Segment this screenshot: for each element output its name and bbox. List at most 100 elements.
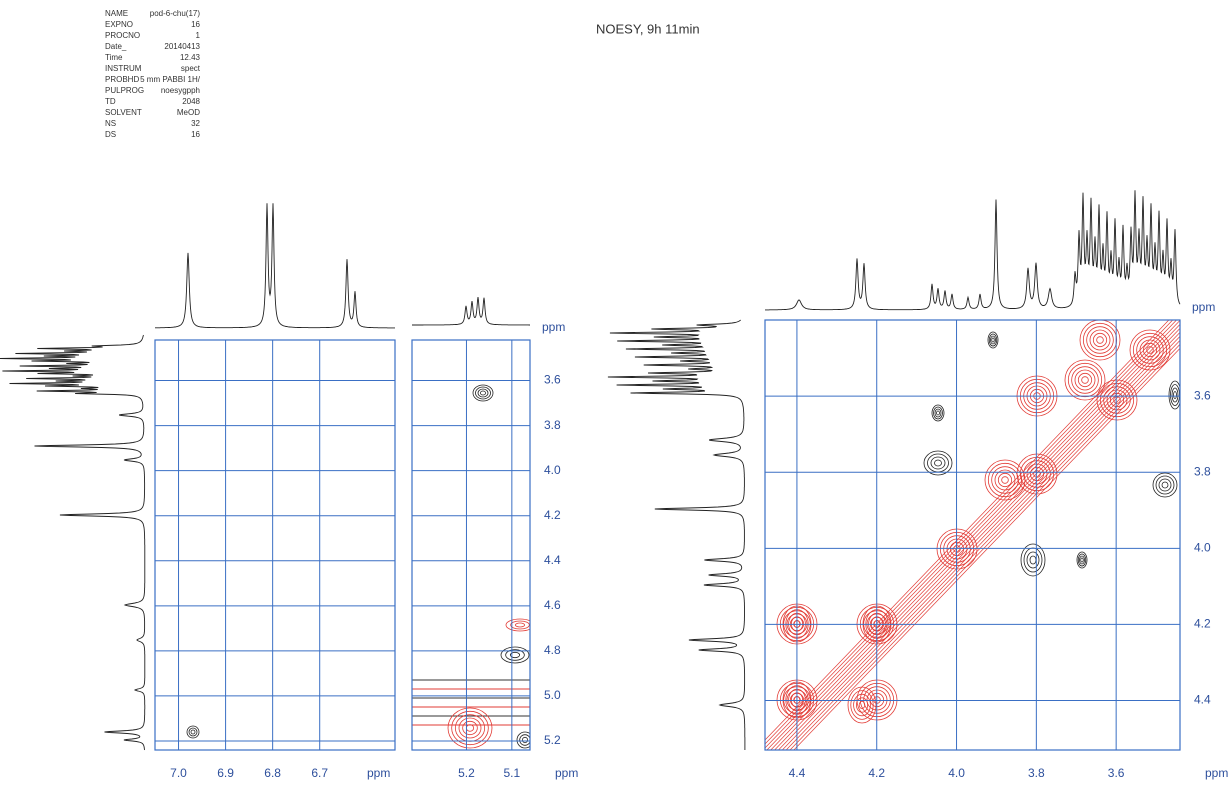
y-unit: ppm [1192, 300, 1215, 314]
contour-ring [458, 717, 482, 739]
y-tick-label: 4.0 [1194, 540, 1211, 554]
contour-ring [1016, 453, 1058, 495]
contour [1076, 551, 1088, 569]
contour-ring [1109, 392, 1125, 408]
param-value: 16 [191, 20, 200, 29]
contour-ring [1079, 320, 1121, 361]
frame [764, 319, 1181, 751]
contour-ring [1161, 481, 1169, 489]
contour-ring [1132, 332, 1168, 368]
contour-ring [1029, 555, 1037, 565]
contour-ring [991, 466, 1019, 494]
param-value: pod-6-chu(17) [150, 9, 201, 18]
contour-ring [934, 459, 942, 467]
contour-ring [1158, 478, 1172, 492]
projection [412, 296, 530, 326]
contour [1079, 320, 1121, 361]
y-tick-label: 3.6 [544, 373, 561, 387]
contour [472, 384, 494, 402]
contour-ring [462, 720, 478, 736]
contour [1152, 472, 1178, 498]
y-tick-label: 3.6 [1194, 388, 1211, 402]
contour-ring [1074, 369, 1096, 391]
contour-ring [934, 408, 942, 418]
contour-ring [451, 710, 489, 746]
contour [516, 731, 530, 749]
contour [1064, 359, 1106, 401]
param-value: 1 [196, 31, 201, 40]
contour-ring [514, 622, 526, 628]
contour [500, 646, 530, 664]
contour-ring [1086, 326, 1114, 354]
contour-ring [1081, 376, 1089, 384]
contour-ring [1142, 342, 1158, 358]
contour-ring [188, 727, 198, 737]
contour-ring [454, 714, 486, 742]
param-key: PROBHD [105, 75, 139, 84]
param-value: 32 [191, 119, 200, 128]
param-value: spect [181, 64, 201, 73]
y-tick-label: 4.2 [1194, 617, 1211, 631]
diagonal-line [789, 343, 1180, 750]
contour-ring [186, 725, 200, 739]
contour-ring [1067, 362, 1103, 398]
contour-ring [1103, 386, 1131, 414]
y-tick-label: 4.2 [544, 508, 561, 522]
x-unit: ppm [1205, 766, 1228, 780]
x-tick-label: 5.2 [458, 766, 475, 780]
contour-ring [509, 651, 521, 659]
contour-ring [930, 456, 946, 470]
contour-ring [856, 697, 869, 713]
diagonal-line [766, 320, 1180, 750]
contour-ring [510, 620, 530, 630]
contour-ring [1096, 379, 1138, 421]
contour-ring [991, 337, 995, 343]
param-key: EXPNO [105, 20, 133, 29]
contour-ring [1139, 339, 1161, 361]
diagonal-line [765, 320, 1170, 741]
x-tick-label: 6.9 [217, 766, 234, 780]
y-unit: ppm [542, 320, 565, 334]
contour [923, 450, 953, 476]
contour-ring [447, 707, 493, 749]
contour-ring [988, 333, 998, 347]
contour [1096, 379, 1138, 421]
x-tick-label: 4.2 [868, 766, 885, 780]
param-key: Time [105, 53, 123, 62]
contour-ring [516, 731, 530, 749]
y-tick-label: 5.0 [544, 688, 561, 702]
contour-ring [477, 388, 489, 398]
contour-ring [1173, 391, 1177, 399]
param-value: noesygpph [161, 86, 200, 95]
contour-ring [1152, 472, 1178, 498]
projection [765, 190, 1181, 311]
x-tick-label: 6.8 [264, 766, 281, 780]
contour-ring [1099, 382, 1135, 418]
contour-ring [987, 331, 999, 349]
frame [154, 339, 396, 751]
param-value: 16 [191, 130, 200, 139]
contour [1016, 453, 1058, 495]
param-key: INSTRUM [105, 64, 142, 73]
contour [931, 404, 945, 422]
contour-ring [465, 724, 475, 732]
contour-ring [853, 693, 871, 717]
diagonal-line [765, 320, 1174, 745]
contour-ring [1092, 332, 1108, 348]
contour-ring [923, 450, 953, 476]
contour [847, 686, 877, 724]
contour-ring [1136, 336, 1164, 364]
x-tick-label: 4.4 [789, 766, 806, 780]
param-value: 20140413 [164, 42, 200, 51]
diagonal-line [770, 323, 1180, 750]
diagonal [765, 320, 1180, 750]
contour [987, 331, 999, 349]
contour-ring [1146, 346, 1154, 354]
diagonal-line [765, 320, 1178, 749]
contour-ring [987, 462, 1023, 498]
contour [1168, 380, 1180, 410]
param-key: NS [105, 119, 116, 128]
contour-ring [1029, 466, 1045, 482]
contour-ring [990, 335, 996, 345]
x-unit: ppm [367, 766, 390, 780]
